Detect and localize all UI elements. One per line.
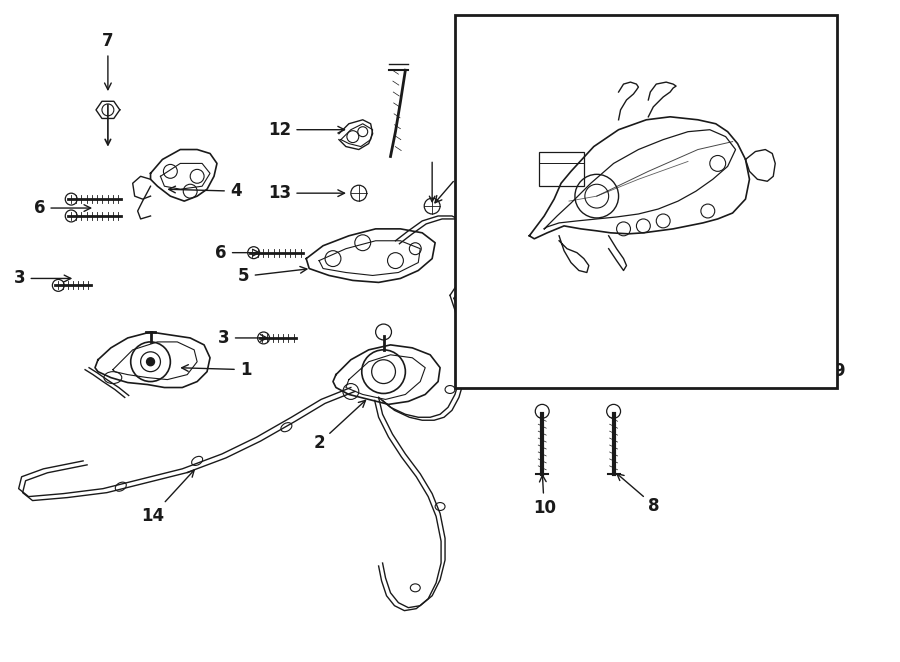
Circle shape — [147, 357, 155, 365]
Text: 11: 11 — [456, 296, 531, 314]
Text: 10: 10 — [533, 475, 555, 516]
Text: 6: 6 — [34, 199, 91, 217]
Text: 5: 5 — [238, 267, 307, 285]
Text: 7: 7 — [435, 160, 470, 203]
Text: 3: 3 — [218, 329, 267, 347]
Text: 9: 9 — [816, 319, 844, 380]
Text: 7: 7 — [102, 32, 113, 89]
Text: 4: 4 — [168, 182, 241, 200]
Text: 8: 8 — [616, 473, 660, 514]
Text: 14: 14 — [141, 470, 194, 524]
Bar — [455, 15, 837, 387]
Text: 6: 6 — [215, 244, 259, 261]
Text: 13: 13 — [268, 184, 345, 202]
Text: 3: 3 — [14, 269, 71, 287]
Text: 2: 2 — [313, 401, 365, 452]
Bar — [539, 152, 584, 186]
Text: 12: 12 — [268, 120, 345, 139]
Text: 1: 1 — [182, 361, 251, 379]
